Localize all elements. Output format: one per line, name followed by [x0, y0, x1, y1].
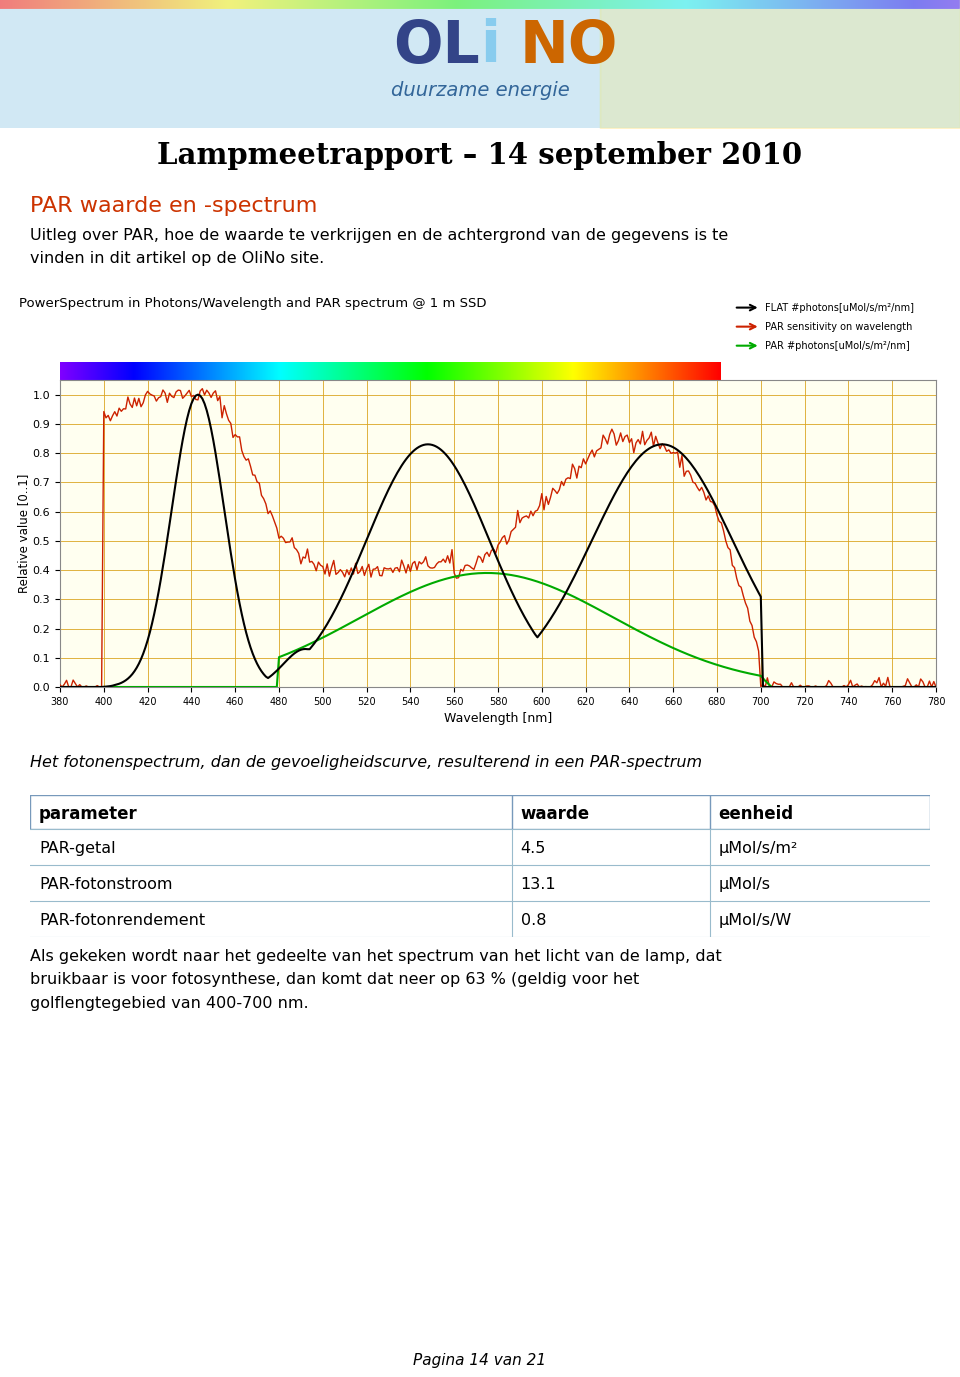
Text: Uitleg over PAR, hoe de waarde te verkrijgen en de achtergrond van de gegevens i: Uitleg over PAR, hoe de waarde te verkri… [30, 229, 729, 266]
Text: 0.8: 0.8 [520, 913, 546, 928]
Text: eenheid: eenheid [718, 804, 794, 822]
Text: duurzame energie: duurzame energie [391, 80, 569, 99]
Text: Het fotonenspectrum, dan de gevoeligheidscurve, resulterend in een PAR-spectrum: Het fotonenspectrum, dan de gevoeligheid… [30, 755, 702, 770]
Text: FLAT #photons[uMol/s/m²/nm]: FLAT #photons[uMol/s/m²/nm] [765, 303, 914, 313]
Text: μMol/s/W: μMol/s/W [718, 913, 792, 928]
Text: Lampmeetrapport – 14 september 2010: Lampmeetrapport – 14 september 2010 [157, 142, 803, 171]
Text: PowerSpectrum in Photons/Wavelength and PAR spectrum @ 1 m SSD: PowerSpectrum in Photons/Wavelength and … [19, 297, 487, 310]
Text: 4.5: 4.5 [520, 841, 546, 856]
Text: Pagina 14 van 21: Pagina 14 van 21 [414, 1352, 546, 1367]
Text: OL: OL [394, 18, 480, 74]
Text: PAR-getal: PAR-getal [39, 841, 115, 856]
Text: PAR sensitivity on wavelength: PAR sensitivity on wavelength [765, 322, 912, 332]
Text: parameter: parameter [39, 804, 137, 822]
Text: i: i [480, 18, 500, 74]
Text: Als gekeken wordt naar het gedeelte van het spectrum van het licht van de lamp, : Als gekeken wordt naar het gedeelte van … [30, 949, 722, 1011]
Text: NO: NO [520, 18, 618, 74]
Text: 13.1: 13.1 [520, 877, 556, 892]
Text: μMol/s: μMol/s [718, 877, 771, 892]
Text: waarde: waarde [520, 804, 589, 822]
X-axis label: Wavelength [nm]: Wavelength [nm] [444, 712, 552, 726]
Text: PAR waarde en -spectrum: PAR waarde en -spectrum [30, 196, 318, 216]
Text: PAR-fotonrendement: PAR-fotonrendement [39, 913, 205, 928]
Text: PAR #photons[uMol/s/m²/nm]: PAR #photons[uMol/s/m²/nm] [765, 340, 910, 351]
Text: PAR-fotonstroom: PAR-fotonstroom [39, 877, 173, 892]
Text: μMol/s/m²: μMol/s/m² [718, 841, 798, 856]
Y-axis label: Relative value [0..1]: Relative value [0..1] [16, 474, 30, 593]
